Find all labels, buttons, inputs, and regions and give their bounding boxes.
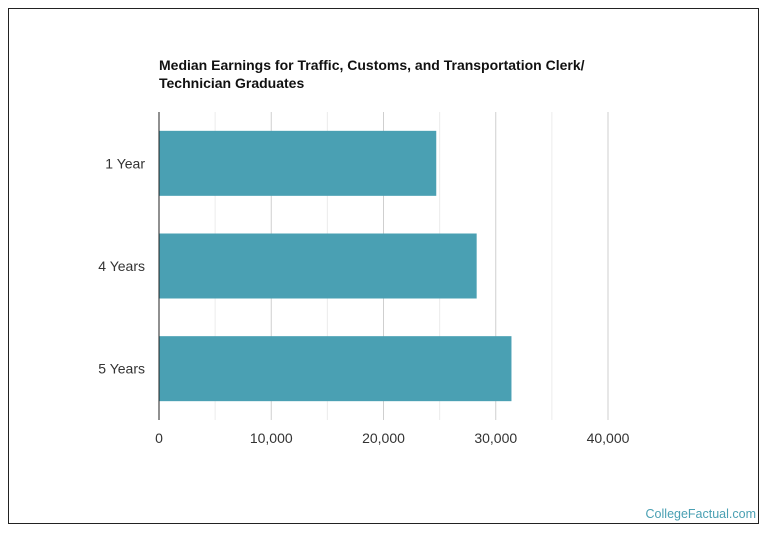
chart-title: Median Earnings for Traffic, Customs, an…: [159, 56, 589, 92]
category-label: 1 Year: [105, 155, 145, 171]
chart-title-line-1: Median Earnings for Traffic, Customs, an…: [159, 57, 585, 73]
credit-link[interactable]: CollegeFactual.com: [645, 507, 756, 521]
x-tick-label: 0: [155, 430, 163, 446]
bar-4-years: [159, 233, 477, 299]
bar-1-year: [159, 130, 437, 196]
x-tick-label: 10,000: [250, 430, 293, 446]
category-label: 5 Years: [98, 361, 145, 377]
x-tick-label: 40,000: [587, 430, 630, 446]
category-label: 4 Years: [98, 258, 145, 274]
x-tick-label: 20,000: [362, 430, 405, 446]
x-tick-label: 30,000: [474, 430, 517, 446]
bar-5-years: [159, 336, 512, 402]
x-tick-labels: 0 10,000 20,000 30,000 40,000: [155, 430, 630, 446]
category-labels: 1 Year 4 Years 5 Years: [98, 155, 145, 376]
bars: [159, 130, 512, 402]
chart-title-line-2: Technician Graduates: [159, 75, 305, 91]
